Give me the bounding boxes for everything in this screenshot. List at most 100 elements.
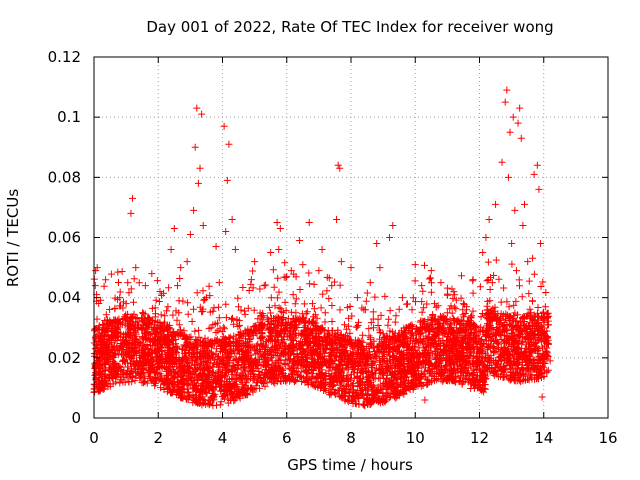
data-point (222, 227, 230, 235)
data-point (389, 221, 397, 229)
data-point (386, 234, 394, 241)
data-point (223, 176, 231, 184)
data-point (196, 164, 204, 172)
y-tick-label: 0.04 (48, 289, 81, 307)
data-point (530, 170, 538, 178)
data-point (251, 258, 259, 266)
grid-lines (94, 57, 608, 418)
data-point (299, 261, 307, 269)
data-point (437, 279, 445, 287)
data-point (141, 282, 149, 290)
data-point (161, 312, 169, 320)
data-point (337, 258, 345, 266)
data-point (538, 393, 546, 401)
data-point (318, 246, 326, 254)
data-point (273, 218, 281, 226)
data-point (254, 315, 262, 323)
data-point (328, 282, 336, 290)
data-point (511, 206, 519, 214)
y-tick-label: 0.06 (48, 229, 81, 247)
data-point (373, 240, 381, 248)
data-point (127, 209, 135, 217)
data-point-cloud (90, 254, 553, 410)
data-point (336, 164, 344, 172)
data-point (296, 237, 304, 245)
data-point (418, 282, 426, 290)
x-tick-label: 2 (153, 429, 163, 447)
data-point (220, 122, 228, 130)
x-axis-title: GPS time / hours (287, 456, 413, 474)
data-point (260, 282, 268, 290)
x-tick-label: 10 (406, 429, 425, 447)
data-point (167, 246, 175, 254)
data-point (517, 134, 525, 142)
data-point (231, 246, 239, 254)
data-point (191, 143, 199, 151)
x-tick-label: 0 (89, 429, 99, 447)
x-tick-label: 4 (218, 429, 228, 447)
data-point (334, 161, 342, 169)
data-point (148, 270, 156, 278)
data-point (183, 258, 191, 266)
data-point (289, 291, 297, 299)
data-point (508, 240, 516, 248)
data-point (498, 158, 506, 166)
data-point (366, 279, 374, 287)
chart-title: Day 001 of 2022, Rate Of TEC Index for r… (146, 18, 553, 36)
data-point (421, 396, 429, 404)
data-point (347, 264, 355, 272)
data-point (315, 267, 323, 275)
data-point (537, 240, 545, 248)
y-tick-labels: 0 0.02 0.04 0.06 0.08 0.1 0.12 (48, 48, 81, 427)
data-point (431, 300, 439, 308)
data-point (504, 173, 512, 181)
data-point (479, 249, 487, 257)
data-point (212, 243, 220, 251)
data-point (533, 161, 541, 169)
data-point (520, 200, 528, 208)
data-point (392, 312, 400, 320)
y-tick-label: 0 (71, 409, 81, 427)
axis-ticks (93, 56, 609, 419)
y-tick-label: 0.02 (48, 349, 81, 367)
data-point (509, 113, 517, 121)
data-point (170, 224, 178, 232)
data-point (186, 230, 194, 238)
data-point (247, 276, 255, 284)
data-point (501, 98, 509, 106)
data-point (93, 264, 101, 272)
x-tick-label: 16 (598, 429, 617, 447)
x-tick-label: 12 (470, 429, 489, 447)
data-point (225, 140, 233, 148)
data-point (341, 321, 349, 329)
data-point (541, 303, 549, 311)
data-point (92, 267, 100, 275)
data-point (519, 221, 527, 229)
data-point (174, 282, 182, 290)
data-point (506, 128, 514, 136)
data-point (353, 294, 361, 302)
data-point (199, 221, 207, 229)
data-point (275, 246, 283, 254)
data-point (485, 215, 493, 223)
data-point (177, 264, 185, 272)
data-point (503, 86, 511, 94)
data-point (198, 110, 206, 118)
x-tick-labels: 0 2 4 6 8 10 12 14 16 (89, 429, 617, 447)
data-point (305, 218, 313, 226)
y-tick-label: 0.12 (48, 48, 81, 66)
data-point (193, 104, 201, 112)
data-point (376, 264, 384, 272)
data-point (427, 267, 435, 275)
data-point (124, 279, 132, 287)
data-point (488, 279, 496, 287)
data-point (129, 194, 137, 202)
data-point (132, 264, 140, 272)
y-tick-label: 0.08 (48, 168, 81, 186)
data-point (408, 306, 416, 314)
data-point (512, 267, 520, 275)
data-point (524, 258, 532, 266)
data-point (482, 234, 490, 241)
x-tick-label: 14 (534, 429, 553, 447)
